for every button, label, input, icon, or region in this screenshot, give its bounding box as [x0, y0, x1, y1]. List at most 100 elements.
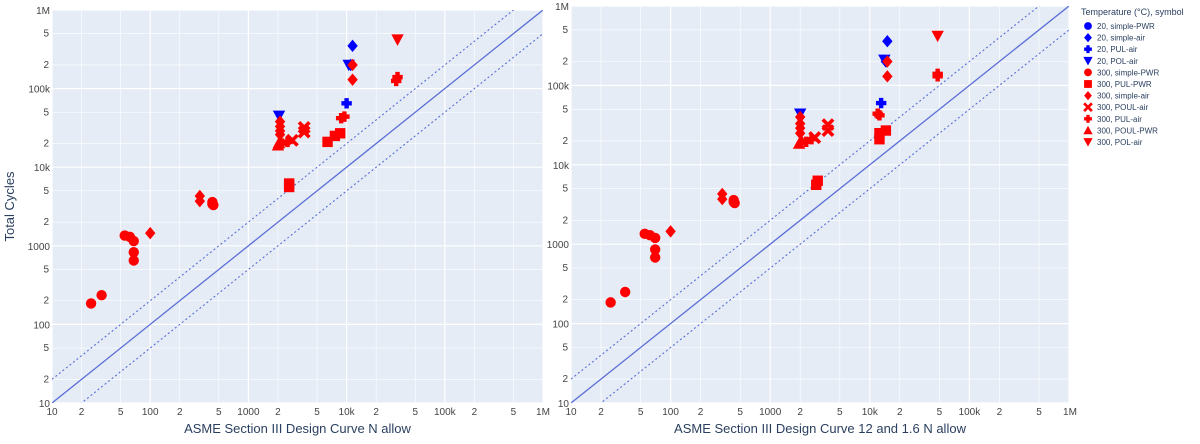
y-minor-tick-label: 5 [43, 264, 49, 275]
legend-label: 20, POL-air [1097, 57, 1138, 66]
legend-title: Temperature (°C), symbol [1081, 7, 1184, 17]
y-minor-tick-label: 2 [43, 139, 49, 150]
y-minor-tick-label: 2 [562, 56, 568, 67]
x-minor-tick-label: 5 [216, 407, 222, 418]
legend-label: 300, POL-air [1097, 138, 1143, 147]
x-tick-label: 100 [142, 407, 159, 418]
y-tick-label: 10 [39, 399, 51, 410]
y-minor-tick-label: 2 [562, 374, 568, 385]
data-point [874, 110, 885, 121]
y-axis-title: Total Cycles [2, 171, 17, 242]
x-minor-tick-label: 2 [897, 407, 903, 418]
legend-label: 20, simple-PWR [1097, 22, 1155, 31]
x-tick-label: 100k [434, 407, 457, 418]
legend-label: 300, simple-PWR [1097, 68, 1159, 77]
data-point [391, 34, 404, 46]
reference-lines [52, 10, 543, 403]
data-point [665, 225, 676, 238]
data-point [649, 252, 661, 263]
data-point [272, 136, 286, 148]
x-axis-title: ASME Section III Design Curve 12 and 1.6… [674, 421, 967, 436]
data-point [932, 68, 943, 79]
data-point [347, 73, 358, 86]
data-point [347, 39, 358, 53]
y-minor-tick-label: 2 [43, 296, 49, 307]
legend-marker [1084, 68, 1092, 77]
data-point [806, 134, 817, 145]
data-point [717, 192, 728, 206]
data-point [297, 125, 311, 139]
legend-item: 20, simple-air [1084, 32, 1145, 43]
legend-item: 300, simple-PWR [1084, 68, 1159, 77]
legend-item: 300, PUL-PWR [1084, 80, 1152, 89]
x-tick-label: 10 [46, 407, 58, 418]
legend-item: 300, PUL-air [1084, 115, 1142, 124]
data-point [329, 130, 341, 142]
legend-item: 20, simple-PWR [1084, 22, 1155, 31]
legend-marker [1084, 45, 1092, 54]
data-point [96, 290, 107, 301]
data-point [322, 136, 333, 148]
y-tick-label: 100k [28, 85, 51, 96]
data-point [274, 128, 286, 141]
y-minor-tick-label: 5 [43, 107, 49, 118]
reference-line-dotted [80, 33, 543, 403]
legend-item: 20, POL-air [1083, 57, 1138, 66]
legend-label: 300, POUL-air [1097, 103, 1148, 112]
data-point [282, 136, 293, 148]
y-tick-label: 1M [555, 2, 569, 13]
x-tick-label: 100 [662, 407, 679, 418]
y-tick-label: 100 [33, 320, 50, 331]
data-point [728, 196, 739, 208]
y-minor-tick-label: 2 [562, 295, 568, 306]
data-point [605, 297, 616, 308]
y-minor-tick-label: 2 [43, 217, 49, 228]
legend-marker [1083, 125, 1093, 135]
data-point [128, 246, 139, 258]
data-point [874, 128, 885, 139]
legend-label: 300, PUL-PWR [1097, 80, 1152, 89]
data-point [874, 134, 885, 145]
x-tick-label: 10k [862, 407, 879, 418]
data-points [605, 30, 944, 308]
y-tick-label: 10k [553, 161, 570, 172]
reference-line-dotted [52, 10, 515, 380]
x-tick-label: 100k [959, 407, 982, 418]
legend-marker [1084, 32, 1092, 43]
x-minor-tick-label: 5 [737, 407, 743, 418]
legend-marker [1083, 56, 1093, 66]
data-point [875, 97, 887, 109]
legend-marker [1084, 80, 1092, 88]
legend-label: 300, PUL-air [1097, 115, 1142, 124]
x-tick-label: 10k [339, 407, 356, 418]
y-minor-tick-label: 5 [43, 343, 49, 354]
x-minor-tick-label: 5 [118, 407, 124, 418]
x-minor-tick-label: 2 [275, 407, 281, 418]
legend-label: 20, simple-air [1097, 34, 1145, 43]
x-minor-tick-label: 2 [698, 407, 704, 418]
data-point [931, 30, 944, 43]
y-minor-tick-label: 5 [562, 184, 568, 195]
data-point [649, 232, 661, 244]
x-minor-tick-label: 2 [373, 407, 379, 418]
x-tick-label: 1M [1063, 407, 1077, 418]
data-point [347, 58, 358, 72]
data-points [85, 34, 404, 309]
x-minor-tick-label: 5 [314, 407, 320, 418]
y-tick-label: 1M [36, 6, 50, 17]
x-axis-title: ASME Section III Design Curve N allow [184, 421, 411, 436]
x-minor-tick-label: 2 [997, 407, 1003, 418]
legend-label: 20, PUL-air [1097, 45, 1138, 54]
data-point [283, 181, 295, 193]
x-tick-label: 10 [565, 407, 577, 418]
y-minor-tick-label: 2 [562, 136, 568, 147]
legend-item: 20, PUL-air [1084, 45, 1138, 54]
x-minor-tick-label: 5 [937, 407, 943, 418]
x-minor-tick-label: 2 [472, 407, 478, 418]
data-point [882, 35, 893, 48]
x-minor-tick-label: 5 [1036, 407, 1042, 418]
reference-line-solid [571, 6, 1069, 403]
